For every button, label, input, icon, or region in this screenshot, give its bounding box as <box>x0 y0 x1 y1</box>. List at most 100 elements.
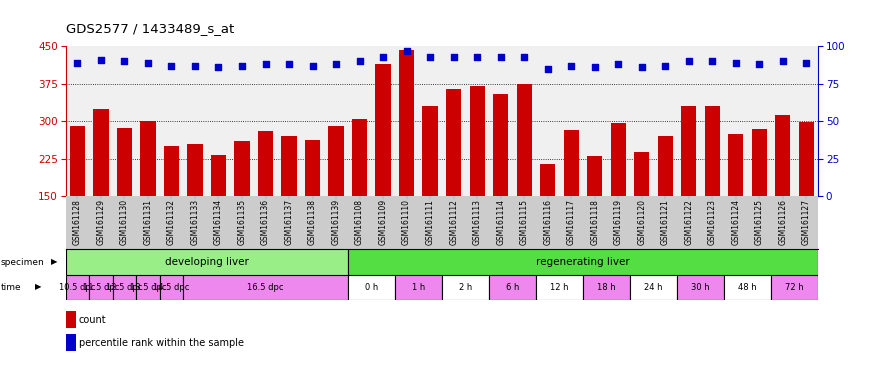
Bar <box>704 106 720 196</box>
Point <box>658 63 672 69</box>
Bar <box>516 84 532 196</box>
Point <box>564 63 578 69</box>
Text: GSM161109: GSM161109 <box>379 199 388 245</box>
Text: 11.5 dpc: 11.5 dpc <box>83 283 119 291</box>
Text: 13.5 dpc: 13.5 dpc <box>130 283 166 291</box>
Point <box>353 58 367 64</box>
Text: percentile rank within the sample: percentile rank within the sample <box>79 338 244 348</box>
Text: 18 h: 18 h <box>597 283 616 291</box>
Bar <box>136 275 160 300</box>
Text: GSM161138: GSM161138 <box>308 199 317 245</box>
Text: GSM161113: GSM161113 <box>473 199 481 245</box>
Bar <box>564 130 579 196</box>
Point <box>376 53 390 60</box>
Text: 6 h: 6 h <box>506 283 519 291</box>
Bar <box>658 136 673 196</box>
Text: GSM161134: GSM161134 <box>214 199 223 245</box>
Point <box>752 61 766 67</box>
Bar <box>211 155 226 196</box>
Bar <box>587 156 602 196</box>
Bar <box>536 275 583 300</box>
Bar <box>470 86 485 196</box>
Text: 72 h: 72 h <box>785 283 804 291</box>
Text: ▶: ▶ <box>35 283 41 291</box>
Text: GSM161110: GSM161110 <box>402 199 411 245</box>
Point <box>329 61 343 67</box>
Bar <box>375 64 391 196</box>
Point <box>634 64 648 70</box>
Text: GSM161130: GSM161130 <box>120 199 129 245</box>
Point <box>188 63 202 69</box>
Text: GSM161120: GSM161120 <box>637 199 647 245</box>
Bar <box>681 106 696 196</box>
Point <box>470 53 484 60</box>
Text: GSM161129: GSM161129 <box>96 199 105 245</box>
Bar <box>304 140 320 196</box>
Bar <box>348 275 395 300</box>
Text: GSM161124: GSM161124 <box>732 199 740 245</box>
Text: specimen: specimen <box>1 258 45 266</box>
Bar <box>423 106 438 196</box>
Text: 0 h: 0 h <box>365 283 378 291</box>
Text: 16.5 dpc: 16.5 dpc <box>248 283 284 291</box>
Text: 14.5 dpc: 14.5 dpc <box>153 283 190 291</box>
Bar <box>540 164 556 196</box>
Bar <box>775 114 790 196</box>
Bar <box>630 275 677 300</box>
Text: ▶: ▶ <box>51 258 57 266</box>
Bar <box>446 89 461 196</box>
Bar <box>116 127 132 196</box>
Text: GSM161137: GSM161137 <box>284 199 293 245</box>
Bar <box>89 275 113 300</box>
Point <box>446 53 460 60</box>
Text: GSM161125: GSM161125 <box>755 199 764 245</box>
Bar <box>799 122 814 196</box>
Text: GSM161123: GSM161123 <box>708 199 717 245</box>
Point <box>235 63 249 69</box>
Bar <box>442 275 489 300</box>
Bar <box>94 109 108 196</box>
Text: GSM161112: GSM161112 <box>449 199 458 245</box>
Bar <box>493 94 508 196</box>
Point <box>705 58 719 64</box>
Text: GSM161128: GSM161128 <box>73 199 82 245</box>
Point <box>282 61 296 67</box>
Point <box>70 60 84 66</box>
Bar <box>611 122 626 196</box>
Point <box>612 61 626 67</box>
Bar <box>489 275 536 300</box>
Bar <box>399 50 414 196</box>
Text: 12 h: 12 h <box>550 283 569 291</box>
Point <box>493 53 507 60</box>
Bar <box>258 131 273 196</box>
Text: GSM161131: GSM161131 <box>144 199 152 245</box>
Text: GSM161121: GSM161121 <box>661 199 669 245</box>
Text: GSM161118: GSM161118 <box>591 199 599 245</box>
Bar <box>328 126 344 196</box>
Text: GSM161135: GSM161135 <box>237 199 247 245</box>
Bar <box>164 146 179 196</box>
Text: GSM161127: GSM161127 <box>802 199 811 245</box>
Bar <box>113 275 136 300</box>
Text: GSM161132: GSM161132 <box>167 199 176 245</box>
Bar <box>728 134 744 196</box>
Point <box>212 64 226 70</box>
Text: 2 h: 2 h <box>458 283 472 291</box>
Text: 24 h: 24 h <box>644 283 662 291</box>
Text: GSM161122: GSM161122 <box>684 199 693 245</box>
Bar <box>634 152 649 196</box>
Text: GSM161139: GSM161139 <box>332 199 340 245</box>
Point <box>305 63 319 69</box>
Bar <box>752 129 767 196</box>
Text: GSM161115: GSM161115 <box>520 199 528 245</box>
Point <box>117 58 131 64</box>
Bar <box>187 144 203 196</box>
Point <box>164 63 178 69</box>
Point <box>776 58 790 64</box>
Text: GSM161111: GSM161111 <box>425 199 435 245</box>
Point <box>94 56 108 63</box>
Bar <box>160 275 183 300</box>
Point <box>258 61 272 67</box>
Text: GSM161126: GSM161126 <box>779 199 788 245</box>
Text: developing liver: developing liver <box>164 257 248 267</box>
